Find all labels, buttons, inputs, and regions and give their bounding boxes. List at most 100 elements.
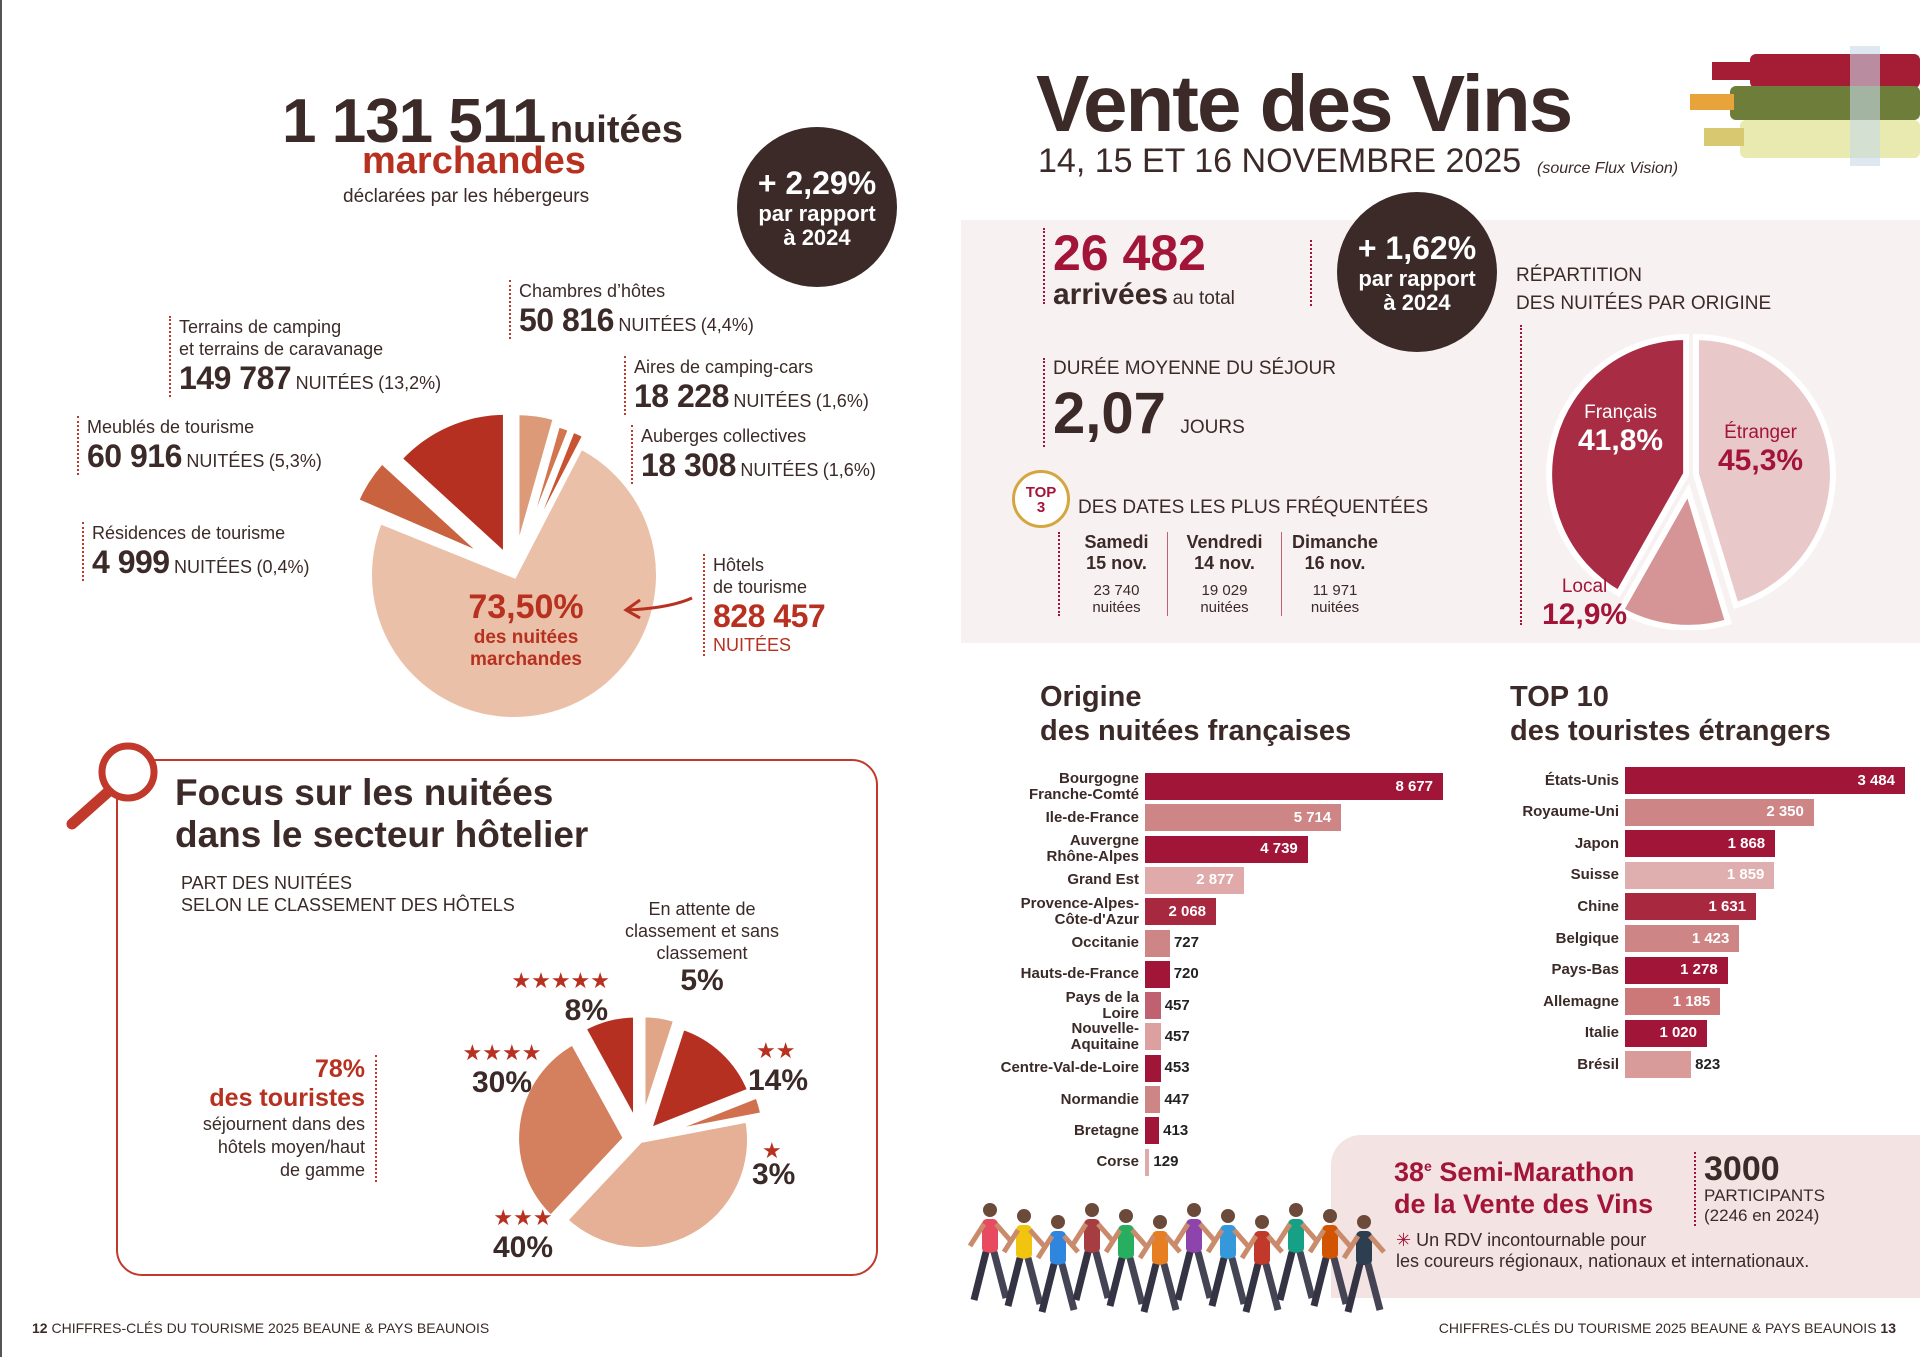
bar-label: Auvergne Rhône-Alpes bbox=[1046, 832, 1139, 866]
slice-label-text: classement et sans bbox=[624, 921, 780, 941]
arrivals: 26 482 arrivées au total bbox=[1043, 225, 1235, 311]
page-title: Vente des Vins bbox=[1036, 59, 1573, 148]
runner-figure bbox=[1273, 1203, 1318, 1301]
magnifier-icon bbox=[66, 742, 158, 830]
bar-value: 1 185 bbox=[1672, 992, 1711, 1010]
label-chambres: Chambres d’hôtes 50 816 NUITÉES (4,4%) bbox=[509, 280, 754, 339]
duration-label: DURÉE MOYENNE DU SÉJOUR bbox=[1053, 358, 1336, 379]
growth-badge-right: + 1,62% par rapport à 2024 bbox=[1337, 192, 1497, 352]
day-date: 14 nov. bbox=[1194, 553, 1255, 573]
origin-label-local: Local 12,9% bbox=[1542, 576, 1627, 632]
hotel-class-slice bbox=[643, 1022, 755, 1137]
cat-value: 50 816 bbox=[519, 302, 614, 338]
event-dates: 14, 15 ET 16 NOVEMBRE 2025 bbox=[1038, 142, 1522, 180]
origin-slice bbox=[1546, 333, 1690, 598]
origin-title: RÉPARTITION DES NUITÉES PAR ORIGINE bbox=[1516, 262, 1771, 318]
bar-value: 823 bbox=[1695, 1055, 1721, 1073]
runner-figure bbox=[1205, 1209, 1250, 1307]
bar-label: États-Unis bbox=[1544, 771, 1619, 789]
stars-icon: ★★ bbox=[756, 1038, 796, 1063]
cat-name: Terrains de camping bbox=[179, 317, 342, 337]
bar-value: 1 631 bbox=[1708, 897, 1747, 915]
cat-pct: (4,4%) bbox=[700, 315, 754, 335]
hotel-share-value: 73,50% bbox=[468, 588, 584, 626]
accommodation-slice bbox=[394, 408, 509, 564]
runner-figure bbox=[1103, 1209, 1148, 1307]
origin-label-francais: Français 41,8% bbox=[1578, 402, 1663, 458]
foreign-chart-title: TOP 10 des touristes étrangers bbox=[1510, 680, 1831, 748]
top3-day: Dimanche 16 nov. 11 971 nuitées bbox=[1282, 532, 1388, 616]
bar-value: 2 877 bbox=[1196, 871, 1234, 889]
cat-name: Meublés de tourisme bbox=[87, 417, 255, 437]
slice-pct: 41,8% bbox=[1578, 424, 1664, 457]
cat-pct: (0,4%) bbox=[256, 557, 310, 577]
label-hotels: Hôtels de tourisme 828 457 NUITÉES bbox=[703, 554, 826, 656]
headline-number: 1 131 511 bbox=[282, 87, 546, 156]
marathon-box bbox=[1331, 1135, 1920, 1298]
slice-label-3-stars: ★★★ 40% bbox=[478, 1205, 568, 1265]
runner-figure bbox=[967, 1203, 1012, 1301]
top3-badge-text: TOP bbox=[1025, 484, 1057, 501]
focus-sub2: SELON LE CLASSEMENT DES HÔTELS bbox=[181, 895, 515, 915]
highlight-text: de gamme bbox=[279, 1160, 365, 1180]
bar-label: Grand Est bbox=[1067, 871, 1139, 889]
footer-left: 12 CHIFFRES-CLÉS DU TOURISME 2025 BEAUNE… bbox=[32, 1320, 489, 1336]
bar bbox=[1625, 1051, 1692, 1079]
bar-label: Ile-de-France bbox=[1045, 808, 1139, 826]
marathon-edition-sup: e bbox=[1424, 1158, 1432, 1174]
origin-slice bbox=[1692, 334, 1836, 609]
bar-label: Provence-Alpes- Côte-d'Azur bbox=[1020, 894, 1139, 928]
day-unit: nuitées bbox=[1310, 599, 1360, 616]
runner-figure bbox=[1001, 1209, 1046, 1307]
origin-title-line1: RÉPARTITION bbox=[1516, 265, 1642, 286]
top3-badge-number: 3 bbox=[1036, 499, 1046, 516]
slice-pct: 14% bbox=[748, 1064, 809, 1097]
hotel-share-line1: des nuitées bbox=[473, 627, 579, 648]
day-unit: nuitées bbox=[1092, 599, 1141, 616]
label-residences: Résidences de tourisme 4 999 NUITÉES (0,… bbox=[82, 522, 310, 581]
cat-name: Résidences de tourisme bbox=[92, 523, 286, 543]
arrivals-value: 26 482 bbox=[1053, 225, 1206, 281]
marathon-title-line2: de la Vente des Vins bbox=[1394, 1189, 1654, 1219]
bar-value: 457 bbox=[1164, 996, 1190, 1014]
day-date: 16 nov. bbox=[1304, 553, 1366, 573]
bar-label: Normandie bbox=[1060, 1090, 1139, 1108]
highlight-text: hôtels moyen/haut bbox=[217, 1137, 365, 1157]
page-number: 12 bbox=[32, 1320, 48, 1336]
day-unit: nuitées bbox=[1200, 599, 1249, 616]
bar-label: Corse bbox=[1096, 1153, 1139, 1171]
cat-unit: NUITÉES bbox=[186, 451, 265, 471]
cat-pct: (1,6%) bbox=[815, 391, 869, 411]
hotel-class-slice bbox=[578, 1011, 640, 1126]
slice-label-unclassified: En attente de classement et sans classem… bbox=[602, 898, 802, 998]
slice-label-text: En attente de bbox=[648, 899, 756, 919]
participants-label: PARTICIPANTS bbox=[1704, 1186, 1825, 1205]
hotel-class-slice bbox=[560, 1115, 753, 1253]
bar-value: 1 278 bbox=[1680, 961, 1718, 979]
accommodation-slice bbox=[366, 442, 662, 723]
bar bbox=[1625, 798, 1814, 826]
bar-value: 4 739 bbox=[1260, 840, 1298, 858]
stars-icon: ★★★★ bbox=[462, 1040, 542, 1065]
focus-highlight: 78% des touristes séjournent dans des hô… bbox=[203, 1055, 377, 1182]
cat-unit: NUITÉES bbox=[618, 315, 697, 335]
top3-day: Samedi 15 nov. 23 740 nuitées bbox=[1066, 532, 1168, 616]
page-edge bbox=[0, 0, 2, 1357]
cat-unit: NUITÉES bbox=[740, 460, 819, 480]
headline-word: nuitées bbox=[549, 109, 683, 151]
footer-right: CHIFFRES-CLÉS DU TOURISME 2025 BEAUNE & … bbox=[1439, 1320, 1896, 1336]
bar-value: 2 068 bbox=[1168, 902, 1207, 920]
runner-figure bbox=[1239, 1215, 1284, 1313]
chart-title-line2: des nuitées françaises bbox=[1040, 715, 1352, 747]
slice-pct: 30% bbox=[471, 1066, 533, 1099]
cat-name: Aires de camping-cars bbox=[634, 357, 814, 377]
headline: 1 131 511 nuitées bbox=[282, 86, 683, 157]
origin-title-line2: DES NUITÉES PAR ORIGINE bbox=[1516, 293, 1772, 314]
day-name: Dimanche bbox=[1291, 532, 1379, 552]
bar-label: Pays de la Loire bbox=[1065, 988, 1139, 1022]
day-value: 23 740 bbox=[1093, 582, 1140, 599]
bar-value: 129 bbox=[1153, 1153, 1179, 1171]
bar-label: Belgique bbox=[1555, 929, 1619, 947]
bar bbox=[1625, 767, 1905, 794]
top3-day: Vendredi 14 nov. 19 029 nuitées bbox=[1168, 532, 1282, 616]
